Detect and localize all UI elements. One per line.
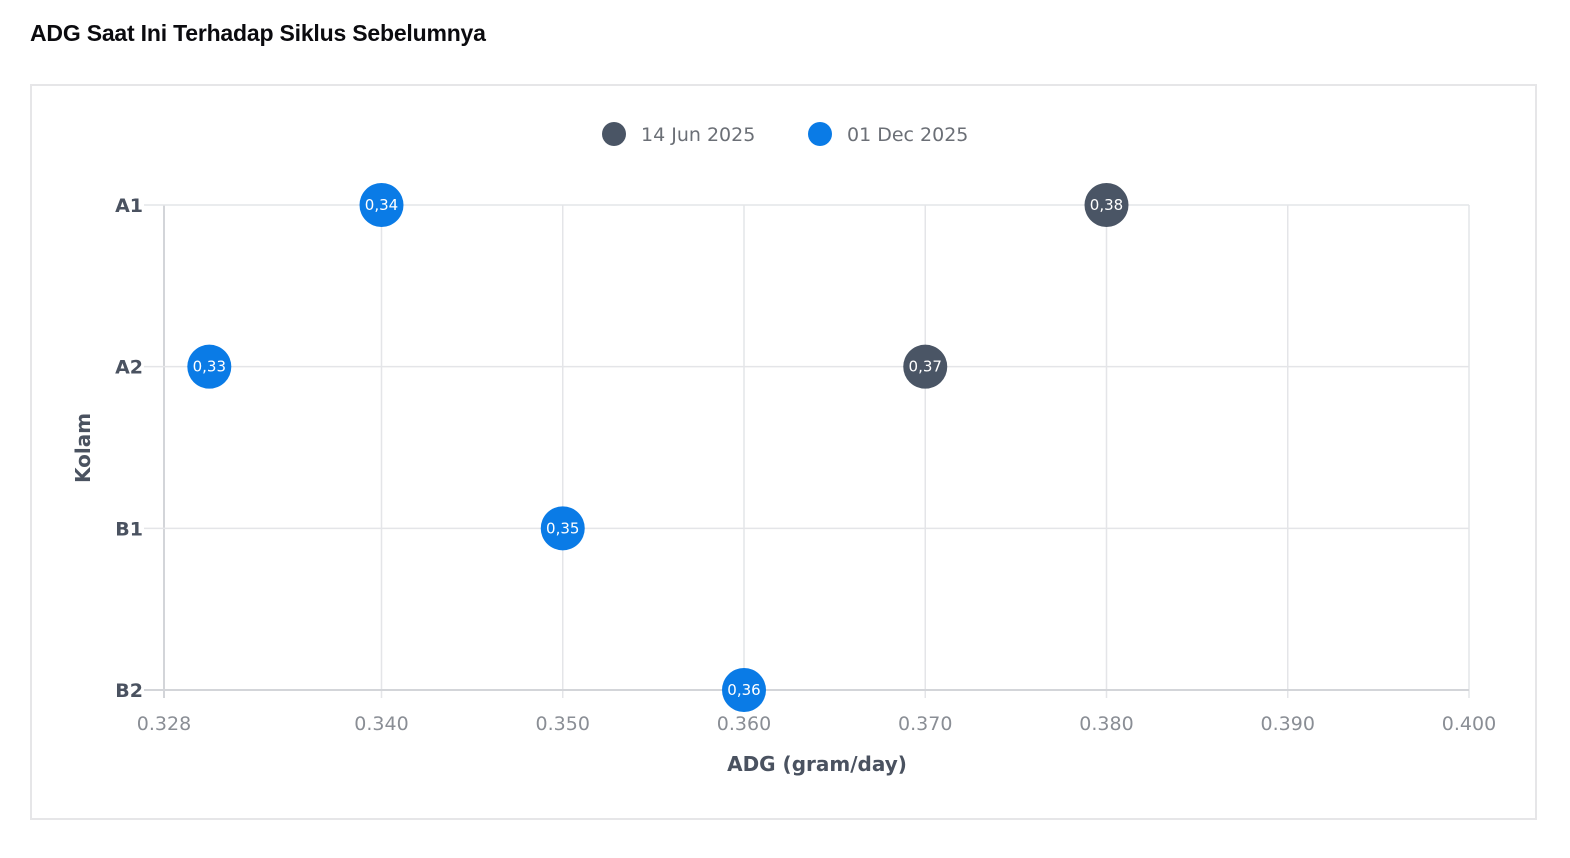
data-point-label: 0,33 bbox=[193, 358, 226, 376]
x-tick-label: 0.380 bbox=[1079, 713, 1133, 735]
y-tick-label: B1 bbox=[115, 518, 143, 540]
y-tick-label: A2 bbox=[115, 357, 143, 379]
data-points: 0,38 0,37 0,34 0,33 0,35 0,36 bbox=[187, 183, 1129, 712]
x-tick-label: 0.340 bbox=[354, 713, 408, 735]
data-point-label: 0,36 bbox=[727, 681, 760, 699]
x-axis-title: ADG (gram/day) bbox=[727, 752, 907, 776]
y-tick-label: B2 bbox=[115, 680, 143, 702]
legend-label: 14 Jun 2025 bbox=[641, 124, 755, 146]
data-point-marker bbox=[722, 668, 766, 712]
data-point-marker bbox=[187, 344, 232, 389]
x-tick-label: 0.390 bbox=[1261, 713, 1315, 735]
chart-title: ADG Saat Ini Terhadap Siklus Sebelumnya bbox=[30, 20, 486, 46]
data-point-label: 0,35 bbox=[546, 519, 579, 537]
legend-label: 01 Dec 2025 bbox=[847, 124, 968, 146]
data-point-marker bbox=[1084, 183, 1129, 227]
data-point-label: 0,34 bbox=[365, 196, 398, 214]
y-axis-title: Kolam bbox=[71, 413, 95, 483]
x-tick-label: 0.370 bbox=[898, 713, 952, 735]
grid-lines bbox=[144, 204, 1470, 698]
axes: 0.328 0.340 0.350 0.360 0.370 0.380 0.390 0.400… bbox=[115, 195, 1496, 735]
legend-marker-icon bbox=[602, 122, 626, 146]
x-tick-label: 0.328 bbox=[137, 713, 191, 735]
legend-marker-icon bbox=[808, 122, 832, 146]
y-tick-label: A1 bbox=[115, 195, 143, 217]
data-point-marker bbox=[359, 183, 404, 227]
data-point-marker bbox=[903, 344, 948, 389]
data-point-label: 0,38 bbox=[1090, 196, 1123, 214]
chart-card bbox=[30, 84, 1537, 820]
x-tick-label: 0.350 bbox=[536, 713, 590, 735]
x-tick-label: 0.360 bbox=[717, 713, 771, 735]
x-tick-label: 0.400 bbox=[1442, 713, 1496, 735]
data-point-marker bbox=[540, 506, 585, 551]
data-point-label: 0,37 bbox=[909, 358, 942, 376]
legend: 14 Jun 2025 01 Dec 2025 bbox=[602, 122, 968, 146]
